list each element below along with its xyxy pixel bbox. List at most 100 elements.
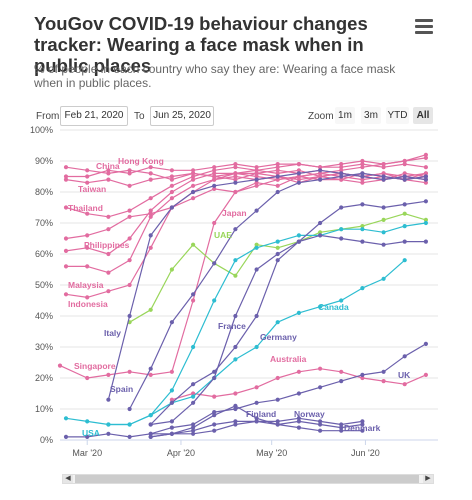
- data-point[interactable]: [318, 233, 323, 238]
- data-point[interactable]: [296, 180, 301, 185]
- data-point[interactable]: [106, 431, 111, 436]
- data-point[interactable]: [254, 313, 259, 319]
- data-point[interactable]: [63, 292, 69, 297]
- data-point[interactable]: [106, 397, 111, 402]
- data-point[interactable]: [423, 174, 428, 179]
- series-line[interactable]: [150, 420, 363, 438]
- series-line[interactable]: [150, 200, 426, 425]
- data-point[interactable]: [169, 320, 174, 325]
- data-point[interactable]: [318, 174, 323, 179]
- data-point[interactable]: [212, 168, 217, 173]
- data-point[interactable]: [296, 233, 301, 238]
- data-point[interactable]: [233, 258, 238, 263]
- data-point[interactable]: [106, 372, 111, 377]
- data-point[interactable]: [63, 177, 69, 182]
- data-point[interactable]: [106, 177, 111, 182]
- data-point[interactable]: [296, 162, 301, 167]
- data-point[interactable]: [212, 428, 217, 433]
- data-point[interactable]: [318, 422, 323, 427]
- data-point[interactable]: [57, 363, 63, 368]
- series-line[interactable]: [129, 172, 426, 410]
- data-point[interactable]: [423, 177, 428, 182]
- data-point[interactable]: [233, 406, 238, 412]
- data-point[interactable]: [402, 171, 407, 176]
- data-point[interactable]: [169, 397, 174, 402]
- data-point[interactable]: [360, 224, 365, 229]
- data-point[interactable]: [402, 162, 407, 167]
- data-point[interactable]: [169, 388, 174, 393]
- data-point[interactable]: [148, 208, 153, 213]
- data-point[interactable]: [212, 174, 217, 179]
- data-point[interactable]: [212, 413, 217, 418]
- data-point[interactable]: [318, 366, 323, 371]
- data-point[interactable]: [148, 413, 153, 418]
- data-point[interactable]: [127, 214, 132, 219]
- data-point[interactable]: [148, 177, 153, 182]
- data-point[interactable]: [85, 174, 90, 179]
- data-point[interactable]: [360, 158, 365, 164]
- data-point[interactable]: [381, 177, 386, 182]
- data-point[interactable]: [360, 227, 365, 232]
- data-point[interactable]: [296, 174, 301, 179]
- data-point[interactable]: [402, 239, 407, 244]
- data-point[interactable]: [339, 168, 344, 173]
- data-point[interactable]: [127, 422, 132, 427]
- data-point[interactable]: [402, 174, 407, 179]
- data-point[interactable]: [360, 428, 365, 433]
- data-point[interactable]: [275, 183, 280, 188]
- chart-menu-button[interactable]: [415, 19, 433, 35]
- data-point[interactable]: [169, 369, 174, 374]
- data-point[interactable]: [191, 168, 196, 173]
- series-spain[interactable]: [127, 171, 429, 412]
- data-point[interactable]: [148, 307, 153, 312]
- data-point[interactable]: [423, 199, 428, 204]
- zoom-ytd-button[interactable]: YTD: [386, 107, 409, 124]
- data-point[interactable]: [275, 189, 280, 195]
- zoom-1m-button[interactable]: 1m: [335, 107, 355, 124]
- data-point[interactable]: [254, 419, 259, 424]
- data-point[interactable]: [381, 369, 386, 374]
- data-point[interactable]: [381, 230, 386, 235]
- data-point[interactable]: [254, 174, 259, 179]
- data-point[interactable]: [85, 295, 90, 300]
- data-point[interactable]: [360, 422, 365, 427]
- data-point[interactable]: [275, 320, 280, 325]
- data-point[interactable]: [402, 158, 407, 164]
- data-point[interactable]: [275, 251, 280, 257]
- data-point[interactable]: [275, 258, 280, 263]
- data-point[interactable]: [191, 196, 196, 201]
- data-point[interactable]: [423, 180, 428, 185]
- data-point[interactable]: [106, 168, 111, 173]
- series-italy[interactable]: [106, 168, 428, 402]
- data-point[interactable]: [381, 205, 386, 210]
- data-point[interactable]: [169, 425, 174, 430]
- data-point[interactable]: [275, 239, 280, 244]
- series-line[interactable]: [65, 154, 427, 218]
- data-point[interactable]: [318, 171, 323, 176]
- data-point[interactable]: [191, 428, 196, 433]
- data-point[interactable]: [339, 227, 344, 232]
- data-point[interactable]: [191, 242, 196, 247]
- data-point[interactable]: [318, 304, 323, 309]
- data-point[interactable]: [212, 165, 217, 170]
- data-point[interactable]: [127, 369, 132, 374]
- data-point[interactable]: [296, 171, 301, 176]
- data-point[interactable]: [212, 369, 217, 374]
- data-point[interactable]: [233, 422, 238, 427]
- data-point[interactable]: [169, 431, 174, 436]
- data-point[interactable]: [339, 425, 344, 430]
- series-thailand[interactable]: [63, 152, 428, 219]
- data-point[interactable]: [169, 419, 174, 424]
- data-point[interactable]: [296, 177, 301, 182]
- data-point[interactable]: [275, 168, 280, 173]
- data-point[interactable]: [212, 261, 217, 266]
- data-point[interactable]: [360, 171, 365, 176]
- data-point[interactable]: [63, 174, 69, 179]
- series-france[interactable]: [148, 199, 428, 427]
- series-denmark[interactable]: [63, 403, 365, 439]
- data-point[interactable]: [212, 422, 217, 427]
- data-point[interactable]: [402, 202, 407, 207]
- data-point[interactable]: [169, 174, 174, 179]
- series-line[interactable]: [150, 343, 427, 435]
- data-point[interactable]: [360, 177, 365, 182]
